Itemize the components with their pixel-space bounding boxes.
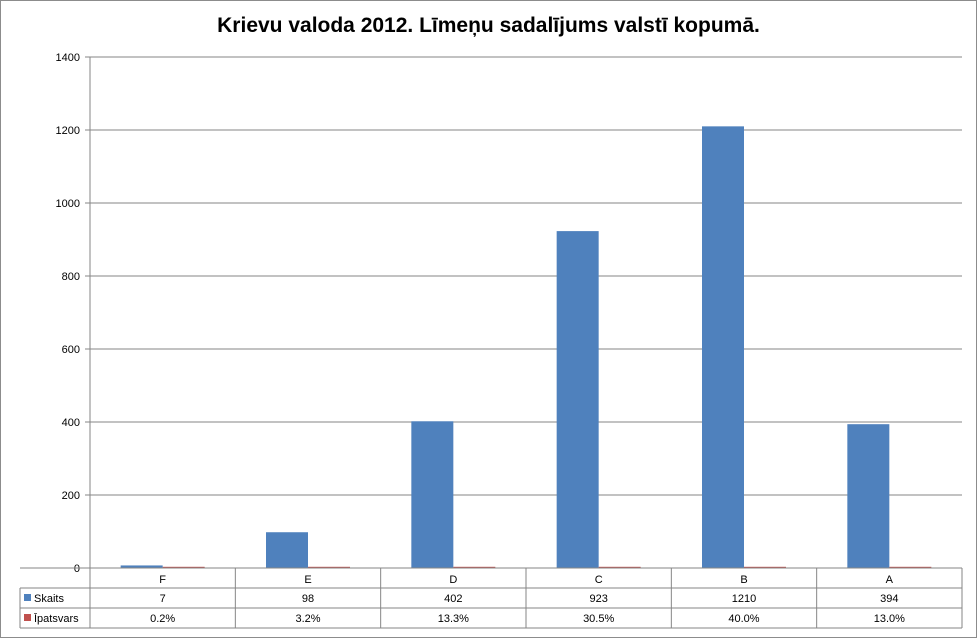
legend-label: Īpatsvars [34, 613, 79, 625]
data-label: 394 [880, 593, 898, 605]
data-label: 13.0% [874, 613, 905, 625]
bar--patsvars-b [744, 566, 786, 568]
bar--patsvars-c [598, 566, 641, 568]
y-tick-label: 400 [62, 417, 80, 429]
data-label: 3.2% [295, 613, 320, 625]
bar--patsvars-f [162, 566, 205, 568]
data-label: 98 [302, 593, 314, 605]
bar-skaits-a [847, 424, 890, 568]
y-tick-label: 800 [62, 271, 80, 283]
legend-key-skaits [24, 594, 31, 601]
y-tick-label: 1400 [56, 52, 80, 64]
bar-skaits-e [266, 532, 308, 568]
bar--patsvars-a [889, 566, 932, 568]
data-label: 402 [444, 593, 462, 605]
data-label: 30.5% [583, 613, 614, 625]
x-tick-label: E [304, 574, 311, 586]
x-tick-label: F [159, 574, 166, 586]
x-tick-label: D [449, 574, 457, 586]
y-tick-label: 1200 [56, 125, 80, 137]
x-tick-label: A [886, 574, 894, 586]
legend-key--patsvars [24, 614, 31, 621]
bar--patsvars-d [453, 566, 496, 568]
y-tick-label: 0 [74, 563, 80, 575]
y-tick-label: 600 [62, 344, 80, 356]
data-label: 0.2% [150, 613, 175, 625]
data-label: 40.0% [728, 613, 759, 625]
bar-skaits-d [411, 421, 454, 568]
x-tick-label: C [595, 574, 603, 586]
bar--patsvars-e [308, 566, 350, 568]
legend-label: Skaits [34, 593, 64, 605]
x-tick-label: B [740, 574, 747, 586]
bar-skaits-b [702, 126, 744, 568]
data-label: 7 [160, 593, 166, 605]
data-label: 13.3% [438, 613, 469, 625]
bar-skaits-c [556, 231, 599, 569]
data-label: 1210 [732, 593, 756, 605]
bar-skaits-f [120, 565, 163, 568]
y-tick-label: 1000 [56, 198, 80, 210]
chart-title: Krievu valoda 2012. Līmeņu sadalījums va… [217, 14, 760, 37]
data-label: 923 [589, 593, 607, 605]
y-tick-label: 200 [62, 490, 80, 502]
